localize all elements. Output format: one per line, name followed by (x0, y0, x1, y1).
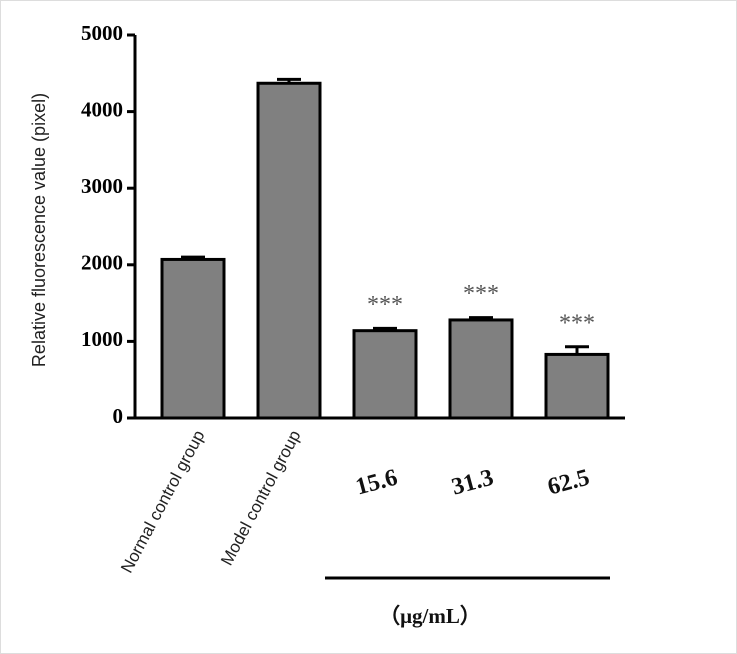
bar (544, 352, 610, 420)
bar (352, 329, 418, 420)
error-bar (565, 345, 589, 355)
significance-label: *** (367, 292, 403, 318)
y-tick-label: 3000 (81, 174, 123, 198)
significance-label: *** (559, 310, 595, 336)
bar (448, 318, 514, 420)
bar (160, 257, 226, 420)
bar (256, 81, 322, 420)
error-bar (373, 326, 397, 331)
error-bar (181, 255, 205, 260)
y-tick-label: 5000 (81, 21, 123, 45)
y-tick-label: 2000 (81, 251, 123, 275)
error-bar (277, 77, 301, 84)
x-axis-label: （μg/mL） (379, 604, 481, 628)
y-tick-label: 1000 (81, 327, 123, 351)
y-axis-label: Relative fluorescence value (pixel) (29, 93, 49, 367)
y-tick-label: 0 (113, 404, 124, 428)
significance-label: *** (463, 281, 499, 307)
y-tick-label: 4000 (81, 97, 123, 121)
error-bar (469, 316, 493, 320)
